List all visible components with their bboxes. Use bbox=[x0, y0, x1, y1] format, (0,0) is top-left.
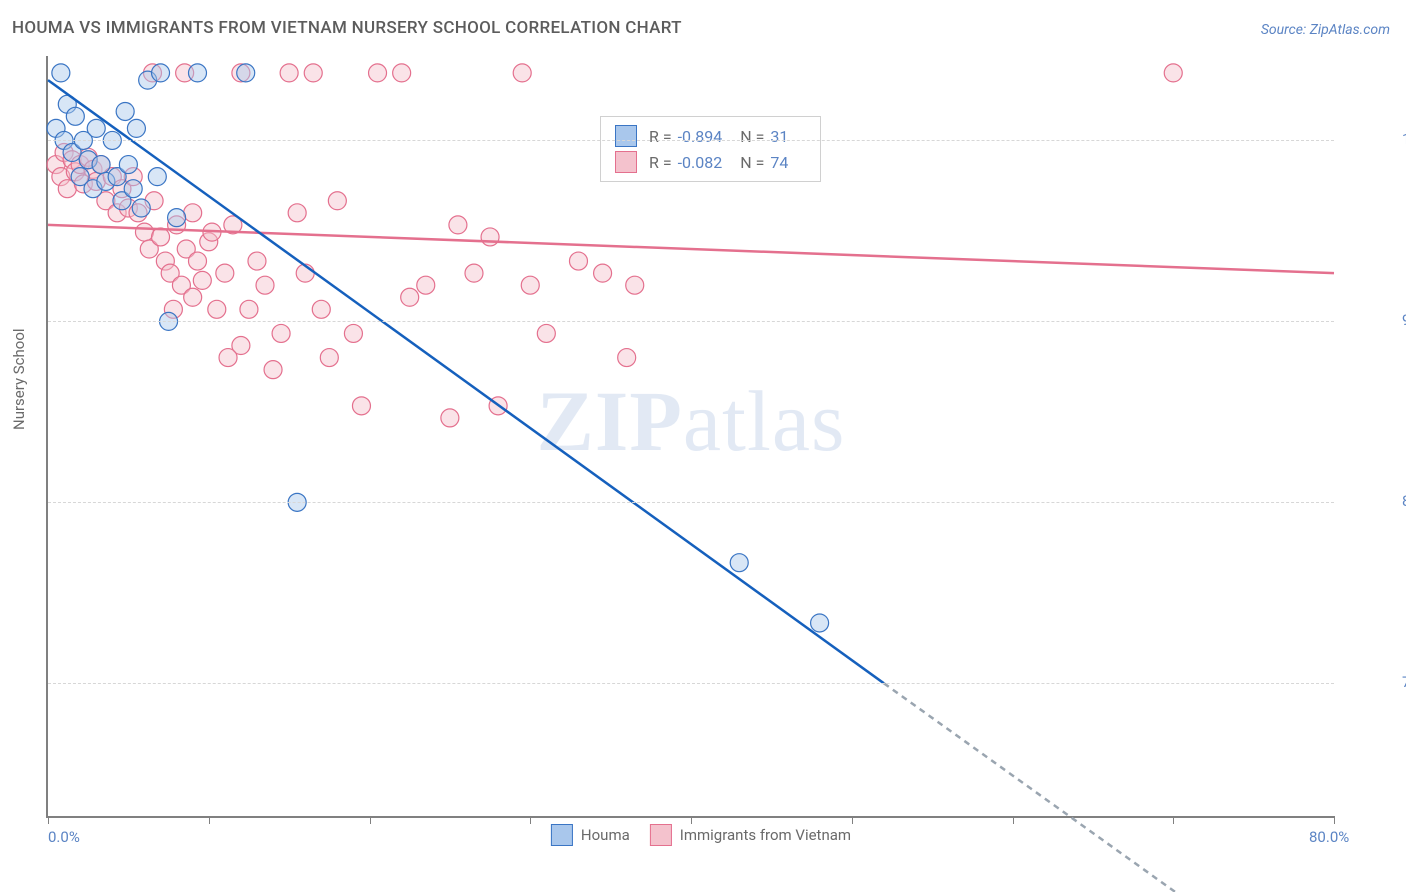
data-point bbox=[521, 276, 539, 294]
data-point bbox=[219, 349, 237, 367]
data-point bbox=[208, 300, 226, 318]
n-label: N = bbox=[740, 153, 764, 172]
x-tick-label: 0.0% bbox=[48, 828, 80, 846]
data-point bbox=[240, 300, 258, 318]
legend-label-houma: Houma bbox=[581, 826, 630, 844]
data-point bbox=[449, 216, 467, 234]
x-tick-label: 80.0% bbox=[1309, 828, 1349, 846]
data-point bbox=[116, 102, 134, 120]
gridline bbox=[48, 321, 1334, 322]
y-tick-label: 92.5% bbox=[1402, 311, 1406, 329]
legend-swatch-houma bbox=[615, 125, 637, 147]
data-point bbox=[626, 276, 644, 294]
data-point bbox=[393, 64, 411, 82]
data-point bbox=[594, 264, 612, 282]
x-tick bbox=[691, 816, 692, 824]
data-point bbox=[401, 288, 419, 306]
data-point bbox=[417, 276, 435, 294]
data-point bbox=[216, 264, 234, 282]
gridline bbox=[48, 502, 1334, 503]
data-point bbox=[256, 276, 274, 294]
data-point bbox=[152, 228, 170, 246]
data-point bbox=[352, 397, 370, 415]
source-label: Source: ZipAtlas.com bbox=[1261, 22, 1390, 38]
data-point bbox=[304, 64, 322, 82]
n-value-vietnam: 74 bbox=[770, 153, 788, 172]
gridline bbox=[48, 140, 1334, 141]
data-point bbox=[127, 119, 145, 137]
data-point bbox=[730, 554, 748, 572]
legend-series: Houma Immigrants from Vietnam bbox=[531, 824, 851, 846]
data-point bbox=[193, 271, 211, 289]
data-point bbox=[124, 180, 142, 198]
legend-stats-row-houma: R = -0.894 N = 31 bbox=[615, 123, 806, 149]
data-point bbox=[1164, 64, 1182, 82]
x-tick bbox=[209, 816, 210, 824]
n-value-houma: 31 bbox=[770, 127, 788, 146]
data-point bbox=[272, 324, 290, 342]
data-point bbox=[135, 223, 153, 241]
data-point bbox=[481, 228, 499, 246]
data-point bbox=[248, 252, 266, 270]
data-point bbox=[148, 168, 166, 186]
x-tick bbox=[370, 816, 371, 824]
legend-swatch-houma-bottom bbox=[551, 824, 573, 846]
legend-label-vietnam: Immigrants from Vietnam bbox=[680, 826, 851, 844]
data-point bbox=[264, 361, 282, 379]
legend-stats-row-vietnam: R = -0.082 N = 74 bbox=[615, 149, 806, 175]
data-point bbox=[328, 192, 346, 210]
data-point bbox=[152, 64, 170, 82]
data-point bbox=[344, 324, 362, 342]
data-point bbox=[132, 199, 150, 217]
x-tick bbox=[48, 816, 49, 824]
data-point bbox=[618, 349, 636, 367]
legend-stats: R = -0.894 N = 31 R = -0.082 N = 74 bbox=[600, 116, 821, 182]
data-point bbox=[184, 204, 202, 222]
data-point bbox=[66, 107, 84, 125]
x-tick bbox=[1334, 816, 1335, 824]
data-point bbox=[369, 64, 387, 82]
x-tick bbox=[1173, 816, 1174, 824]
trend-line bbox=[48, 225, 1334, 273]
x-tick bbox=[852, 816, 853, 824]
data-point bbox=[569, 252, 587, 270]
r-label: R = bbox=[649, 153, 672, 172]
data-point bbox=[168, 209, 186, 227]
data-point bbox=[92, 156, 110, 174]
legend-swatch-vietnam-bottom bbox=[650, 824, 672, 846]
x-tick bbox=[1013, 816, 1014, 824]
data-point bbox=[288, 204, 306, 222]
r-value-vietnam: -0.082 bbox=[678, 153, 723, 172]
gridline bbox=[48, 683, 1334, 684]
data-point bbox=[513, 64, 531, 82]
y-axis-label: Nursery School bbox=[10, 328, 28, 430]
data-point bbox=[280, 64, 298, 82]
data-point bbox=[119, 156, 137, 174]
chart-title: HOUMA VS IMMIGRANTS FROM VIETNAM NURSERY… bbox=[12, 18, 682, 38]
y-tick-label: 85.0% bbox=[1402, 492, 1406, 510]
data-point bbox=[811, 614, 829, 632]
data-point bbox=[312, 300, 330, 318]
data-point bbox=[441, 409, 459, 427]
legend-swatch-vietnam bbox=[615, 151, 637, 173]
data-point bbox=[188, 252, 206, 270]
data-point bbox=[184, 288, 202, 306]
data-point bbox=[537, 324, 555, 342]
y-tick-label: 77.5% bbox=[1402, 673, 1406, 691]
y-tick-label: 100.0% bbox=[1402, 130, 1406, 148]
trend-line bbox=[884, 683, 1238, 892]
data-point bbox=[52, 64, 70, 82]
data-point bbox=[465, 264, 483, 282]
data-point bbox=[87, 119, 105, 137]
plot-area: ZIPatlas R = -0.894 N = 31 R = -0.082 N … bbox=[46, 56, 1334, 818]
data-point bbox=[320, 349, 338, 367]
r-label: R = bbox=[649, 127, 672, 146]
x-tick bbox=[530, 816, 531, 824]
r-value-houma: -0.894 bbox=[678, 127, 723, 146]
data-point bbox=[237, 64, 255, 82]
n-label: N = bbox=[740, 127, 764, 146]
data-point bbox=[188, 64, 206, 82]
